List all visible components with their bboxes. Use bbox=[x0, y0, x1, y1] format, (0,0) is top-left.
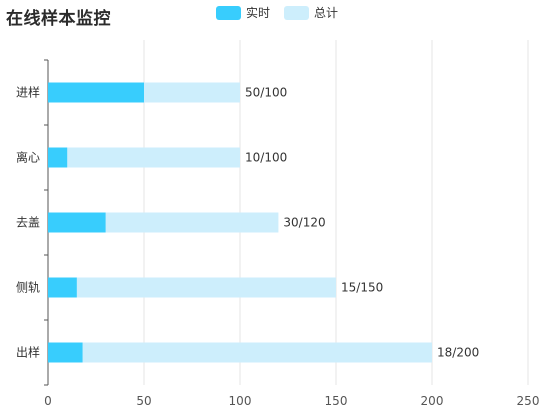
chart-title: 在线样本监控 bbox=[6, 9, 111, 29]
bar-realtime-4 bbox=[48, 342, 83, 363]
x-tick-label-150: 150 bbox=[325, 394, 348, 408]
bar-realtime-2 bbox=[48, 212, 106, 233]
bar-total-4 bbox=[48, 342, 432, 363]
legend-item-realtime[interactable]: 实时 bbox=[216, 4, 270, 21]
legend-label-total: 总计 bbox=[314, 6, 339, 20]
bar-total-1 bbox=[48, 147, 240, 168]
legend-label-realtime: 实时 bbox=[246, 6, 271, 20]
x-tick-label-50: 50 bbox=[136, 394, 151, 408]
data-label-3: 15/150 bbox=[341, 281, 383, 295]
category-label-3: 侧轨 bbox=[16, 281, 40, 295]
x-tick-label-100: 100 bbox=[229, 394, 252, 408]
category-label-4: 出样 bbox=[16, 345, 40, 360]
bar-realtime-0 bbox=[48, 82, 144, 103]
x-tick-label-250: 250 bbox=[517, 394, 540, 408]
legend: 实时 总计 bbox=[216, 4, 352, 21]
bar-realtime-3 bbox=[48, 277, 77, 298]
category-label-0: 进样 bbox=[16, 85, 40, 100]
bar-total-3 bbox=[48, 277, 336, 298]
data-label-0: 50/100 bbox=[245, 86, 287, 100]
category-label-2: 去盖 bbox=[16, 216, 40, 230]
x-tick-label-200: 200 bbox=[421, 394, 444, 408]
x-tick-label-0: 0 bbox=[44, 394, 52, 408]
bar-realtime-1 bbox=[48, 147, 68, 168]
legend-swatch-total bbox=[284, 5, 310, 20]
data-label-1: 10/100 bbox=[245, 151, 287, 165]
category-label-1: 离心 bbox=[16, 150, 40, 165]
legend-swatch-realtime bbox=[216, 5, 241, 20]
legend-item-total[interactable]: 总计 bbox=[284, 4, 338, 21]
data-label-2: 30/120 bbox=[283, 216, 325, 230]
data-label-4: 18/200 bbox=[437, 346, 479, 360]
